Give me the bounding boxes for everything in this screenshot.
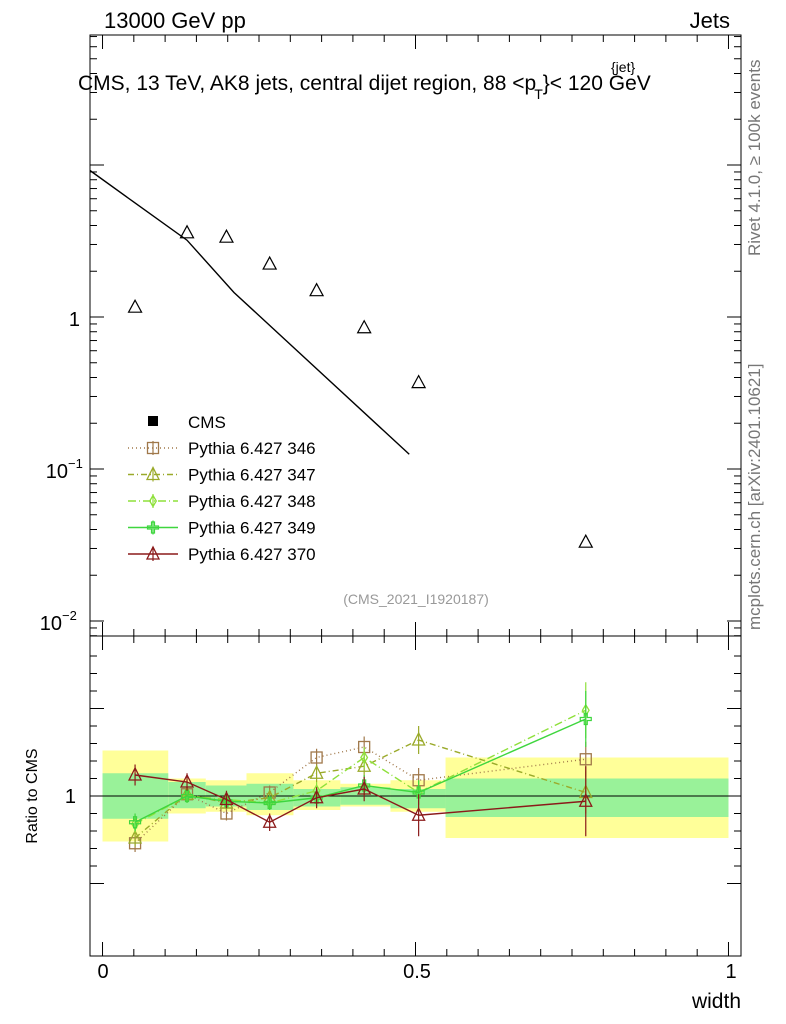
- ratio-data-point: [411, 731, 426, 746]
- ratio-axes: [90, 636, 741, 956]
- plot-title-sub: T: [534, 86, 543, 102]
- main-curve-line: [89, 169, 410, 455]
- ratio-data-point: [579, 753, 592, 766]
- main-ytick-sup-0.01: −2: [62, 608, 77, 623]
- ratio-data-point: [128, 816, 142, 829]
- main-ytick-label-0.01-base: 10: [40, 613, 62, 635]
- ratio-series-line: [134, 746, 586, 844]
- legend-marker: [146, 441, 160, 455]
- legend-entry-label: Pythia 6.427 370: [188, 545, 316, 564]
- ratio-data-point: [412, 786, 425, 799]
- ratio-xtick-label-1: 1: [725, 961, 736, 983]
- ratio-y-axis-label: Ratio to CMS: [24, 748, 41, 843]
- ratio-series-layer: [128, 682, 593, 852]
- legend-title: CMS: [188, 413, 226, 432]
- plot-title: CMS, 13 TeV, AK8 jets, central dijet reg…: [78, 72, 651, 102]
- main-ytick-sup-0.1: −1: [68, 456, 83, 471]
- ratio-data-point: [309, 764, 324, 779]
- ratio-stat-band: [390, 789, 446, 809]
- main-data-point: [179, 224, 195, 239]
- ratio-data-point: [263, 796, 276, 810]
- ratio-data-point: [128, 829, 143, 844]
- ratio-data-point: [411, 806, 426, 821]
- ratio-data-point: [360, 750, 369, 765]
- main-data-point: [262, 255, 278, 270]
- main-data-point: [218, 228, 234, 243]
- ratio-data-point: [357, 757, 372, 772]
- header-right-label: Jets: [690, 8, 730, 33]
- ratio-data-point: [310, 751, 323, 764]
- ratio-data-point: [579, 712, 592, 726]
- mcplots-label: mcplots.cern.ch [arXiv:2401.10621]: [745, 364, 764, 630]
- plot-title-end: }< 120 GeV: [543, 72, 651, 95]
- ratio-data-point: [179, 773, 195, 788]
- ratio-data-point: [357, 780, 372, 795]
- legend-entry-label: Pythia 6.427 349: [188, 519, 316, 538]
- ratio-data-point: [358, 779, 371, 792]
- main-data-point: [127, 298, 143, 313]
- ratio-ytick-label-1: 1: [65, 786, 76, 808]
- legend-cms-marker: [148, 416, 158, 426]
- main-y-axis: [90, 35, 741, 637]
- main-series-layer: [89, 169, 594, 548]
- legend-marker: [145, 545, 161, 560]
- main-data-point: [356, 319, 372, 334]
- ratio-series-line: [134, 774, 586, 824]
- ratio-data-point: [309, 789, 324, 804]
- ratio-series-line: [134, 718, 587, 823]
- ratio-data-point: [219, 791, 234, 806]
- x-axis-label: width: [691, 990, 741, 1013]
- main-data-point: [578, 533, 594, 548]
- main-data-point: [411, 374, 427, 389]
- ratio-data-point: [180, 789, 194, 803]
- legend-entry-label: Pythia 6.427 346: [188, 439, 316, 458]
- header-left-label: 13000 GeV pp: [104, 8, 246, 33]
- ratio-data-point: [128, 766, 143, 781]
- main-ytick-label-0.1-base: 10: [46, 461, 68, 483]
- legend-marker: [146, 521, 160, 534]
- rivet-version-label: Rivet 4.1.0, ≥ 100k events: [745, 60, 764, 256]
- legend-marker: [145, 466, 161, 481]
- ratio-xtick-label-0.5: 0.5: [403, 961, 431, 983]
- main-ytick-label-0.01: 10: [40, 613, 62, 635]
- legend-entries: Pythia 6.427 346 Pythia 6.427 347 Pythia 6…: [128, 439, 316, 564]
- plot-title-main: CMS, 13 TeV, AK8 jets, central dijet reg…: [78, 72, 536, 95]
- legend-entry-label: Pythia 6.427 347: [188, 466, 316, 485]
- main-ytick-label-1: 1: [69, 309, 80, 331]
- ratio-xtick-label-0: 0: [97, 961, 108, 983]
- legend-marker: [148, 494, 158, 508]
- ratio-data-point: [262, 813, 277, 828]
- ratio-data-point: [578, 792, 593, 807]
- legend-entry-label: Pythia 6.427 348: [188, 492, 316, 511]
- main-ytick-label-0.1: 10: [46, 461, 68, 483]
- analysis-watermark: (CMS_2021_I1920187): [343, 591, 489, 607]
- ratio-series-line: [134, 739, 586, 839]
- plot-title-sup: {jet}: [611, 59, 635, 75]
- main-data-point: [309, 282, 325, 297]
